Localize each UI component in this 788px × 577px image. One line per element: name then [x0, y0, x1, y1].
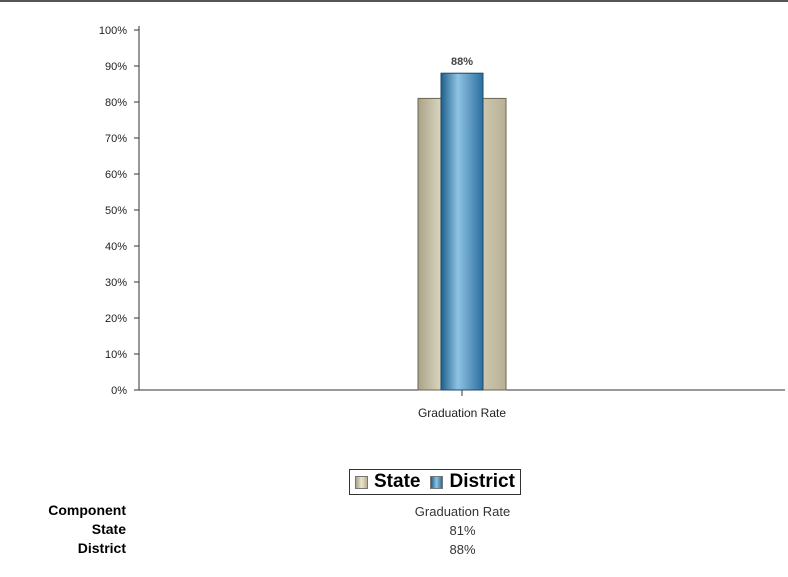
- y-tick-label: 0%: [111, 385, 127, 397]
- legend: State District: [349, 469, 521, 495]
- y-tick-label: 10%: [105, 349, 127, 361]
- y-tick-label: 20%: [105, 313, 127, 325]
- y-tick-label: 100%: [99, 25, 127, 37]
- data-table-header-label: Component: [48, 502, 126, 518]
- data-table-header-value: Graduation Rate: [414, 504, 511, 519]
- y-tick-label: 50%: [105, 205, 127, 217]
- data-table-header-row: Component Graduation Rate: [0, 502, 788, 521]
- data-table-row-district: District 88%: [0, 540, 788, 559]
- data-table-row-value: 81%: [449, 523, 476, 538]
- y-tick-label: 80%: [105, 97, 127, 109]
- data-table-row-label: District: [77, 540, 126, 556]
- legend-label-district: District: [449, 471, 515, 492]
- data-table-row-value: 88%: [449, 542, 476, 557]
- legend-swatch-district: [430, 475, 444, 489]
- data-label-district: 88%: [451, 56, 473, 68]
- bar-district: [440, 72, 484, 391]
- y-tick-label: 90%: [105, 61, 127, 73]
- data-table: Component Graduation Rate State 81% Dist…: [0, 502, 788, 559]
- y-tick-label: 60%: [105, 169, 127, 181]
- data-table-row-label: State: [91, 521, 126, 537]
- y-tick-label: 30%: [105, 277, 127, 289]
- y-tick-label: 70%: [105, 133, 127, 145]
- x-tick-label: Graduation Rate: [418, 406, 506, 420]
- data-table-row-state: State 81%: [0, 521, 788, 540]
- legend-label-state: State: [374, 471, 421, 492]
- chart-frame-border: [0, 0, 788, 2]
- bar-chart: 0% 10% 20% 30% 40% 50% 60% 70% 80% 90% 100% Graduat…: [99, 25, 785, 420]
- y-tick-label: 40%: [105, 241, 127, 253]
- legend-swatch-state: [355, 475, 368, 489]
